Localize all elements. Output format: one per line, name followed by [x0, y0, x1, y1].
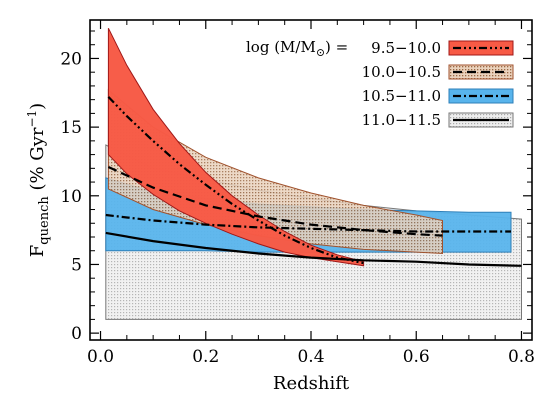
line-9.5−10.0 [107, 96, 364, 265]
legend-label: 9.5−10.0 [371, 39, 441, 57]
legend-label: 11.0−11.5 [362, 111, 441, 129]
x-tick-label: 0.4 [297, 347, 324, 367]
y-axis-title-close: ) [27, 103, 48, 110]
median-lines [105, 96, 522, 267]
y-tick-label: 10 [60, 187, 82, 207]
y-axis-title-unit: (% Gyr [27, 127, 48, 196]
axis-ticks [90, 20, 532, 340]
legend-label: 10.5−11.0 [362, 87, 441, 105]
x-tick-label: 0.2 [192, 347, 219, 367]
y-tick-label: 15 [60, 118, 82, 138]
y-tick-labels: 0 5 10 15 20 [60, 49, 82, 344]
legend-title: log (M/M⊙) = [246, 38, 348, 59]
legend: log (M/M⊙) = 9.5−10.0 10.0−10.5 10.5−11.0 1… [246, 38, 514, 129]
legend-title-close: ) = [325, 38, 348, 56]
svg-text:Fquench (% Gyr−1): Fquench (% Gyr−1) [25, 103, 52, 257]
legend-label: 10.0−10.5 [362, 63, 441, 81]
legend-entries: 9.5−10.0 10.0−10.5 10.5−11.0 11.0−11.5 [362, 39, 514, 129]
line-10.5−11.0 [105, 213, 511, 233]
legend-title-subscript: ⊙ [316, 46, 325, 59]
y-axis-title: Fquench (% Gyr−1) [25, 103, 52, 257]
x-axis-title: Redshift [273, 373, 350, 394]
y-axis-title-superscript: −1 [25, 110, 39, 128]
x-tick-label: 0.6 [403, 347, 430, 367]
x-tick-labels: 0.0 0.2 0.4 0.6 0.8 [87, 347, 535, 367]
y-tick-label: 20 [60, 49, 82, 69]
line-10.0−10.5 [107, 166, 443, 237]
y-tick-label: 5 [71, 255, 82, 275]
line-11.0−11.5 [105, 231, 522, 267]
legend-title-main: log (M/M [246, 38, 316, 56]
y-tick-label: 0 [71, 324, 82, 344]
band-9.5−10.0 [107, 27, 365, 267]
y-axis-title-subscript: quench [37, 196, 52, 245]
y-axis-title-main: F [27, 245, 48, 258]
x-tick-label: 0.0 [87, 347, 114, 367]
x-tick-label: 0.8 [508, 347, 535, 367]
